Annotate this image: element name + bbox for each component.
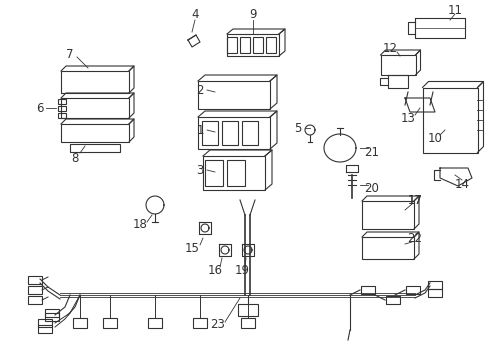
Bar <box>422 87 476 153</box>
Text: 12: 12 <box>382 41 397 54</box>
Bar <box>226 160 244 186</box>
Bar <box>241 318 254 328</box>
Text: 17: 17 <box>407 194 422 207</box>
Text: 11: 11 <box>447 4 462 17</box>
Bar <box>240 37 249 53</box>
Bar <box>28 276 42 284</box>
Bar <box>70 144 120 152</box>
Text: 7: 7 <box>66 48 74 60</box>
Bar <box>360 286 374 294</box>
Bar <box>204 160 223 186</box>
Text: 10: 10 <box>427 131 442 144</box>
Bar <box>58 99 66 104</box>
Bar <box>380 55 415 75</box>
Text: 23: 23 <box>210 319 225 332</box>
Bar <box>28 286 42 294</box>
Bar <box>405 286 419 294</box>
Text: 8: 8 <box>71 152 79 165</box>
Text: 13: 13 <box>400 112 415 125</box>
Bar <box>198 117 269 149</box>
Text: 3: 3 <box>196 163 203 176</box>
Bar <box>203 156 264 190</box>
Bar <box>198 81 269 109</box>
Bar <box>58 105 66 111</box>
Text: 19: 19 <box>234 264 249 276</box>
Text: 5: 5 <box>294 122 301 135</box>
Text: 2: 2 <box>196 84 203 96</box>
Bar <box>103 318 117 328</box>
Bar <box>361 237 413 259</box>
Bar <box>427 281 441 289</box>
Bar <box>238 304 258 316</box>
Bar <box>222 121 238 145</box>
Bar <box>242 121 258 145</box>
Text: 21: 21 <box>364 145 379 158</box>
Bar <box>28 296 42 304</box>
Text: 17: 17 <box>407 194 422 207</box>
Bar <box>427 289 441 297</box>
Text: 6: 6 <box>36 102 43 114</box>
Bar <box>38 319 52 327</box>
Text: 9: 9 <box>249 9 256 22</box>
Bar <box>226 37 237 53</box>
Bar <box>58 112 66 117</box>
Bar <box>61 71 129 93</box>
Text: 4: 4 <box>191 9 198 22</box>
Bar <box>148 318 162 328</box>
Bar <box>265 37 275 53</box>
Text: 16: 16 <box>207 264 222 276</box>
Text: 14: 14 <box>453 179 468 192</box>
Text: 18: 18 <box>132 219 147 231</box>
Text: 22: 22 <box>407 231 422 244</box>
Bar <box>361 201 413 229</box>
Bar <box>38 325 52 333</box>
Bar <box>252 37 263 53</box>
Bar <box>73 318 87 328</box>
Bar <box>202 121 218 145</box>
Bar <box>45 309 59 317</box>
Bar <box>193 318 206 328</box>
Text: 20: 20 <box>364 181 379 194</box>
Bar <box>385 296 399 304</box>
Bar <box>226 34 279 56</box>
Bar <box>61 124 129 142</box>
Text: 15: 15 <box>184 242 199 255</box>
Bar <box>45 313 59 321</box>
Text: 1: 1 <box>196 123 203 136</box>
Bar <box>61 98 129 118</box>
